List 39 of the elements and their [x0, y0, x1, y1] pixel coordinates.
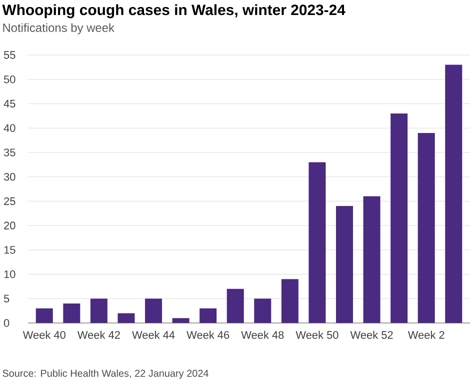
- bar: [172, 318, 190, 323]
- bar: [418, 132, 435, 323]
- x-tick-label: Week 52: [350, 330, 393, 339]
- bar: [308, 162, 326, 323]
- x-tick-label: Week 46: [186, 330, 230, 339]
- bar: [145, 298, 162, 323]
- x-tick-label: Week 48: [241, 330, 284, 339]
- bar: [90, 298, 108, 323]
- bar: [254, 298, 272, 323]
- bar: [445, 64, 462, 323]
- y-tick-label: 10: [4, 270, 16, 278]
- y-tick-label: 0: [4, 319, 10, 327]
- bar: [118, 313, 135, 323]
- y-tick-label: 55: [4, 51, 16, 59]
- y-tick-label: 50: [4, 75, 16, 84]
- bar: [200, 308, 217, 323]
- y-tick-label: 5: [4, 294, 10, 302]
- y-tick-label: 35: [4, 148, 16, 156]
- bar: [363, 196, 380, 323]
- bar: [36, 308, 53, 323]
- chart-title: Whooping cough cases in Wales, winter 2023-24: [2, 4, 346, 18]
- bar: [336, 206, 353, 323]
- x-tick-label: Week 50: [296, 330, 338, 339]
- y-tick-label: 45: [4, 100, 16, 108]
- source-note: Source: Public Health Wales, 22 January 2024: [2, 370, 208, 379]
- bar: [390, 113, 408, 323]
- chart-subtitle: Notifications by week: [3, 23, 114, 34]
- bar: [226, 288, 244, 323]
- x-tick-label: Week 40: [22, 330, 66, 339]
- y-tick-label: 25: [4, 197, 16, 206]
- x-tick-label: Week 44: [132, 330, 175, 339]
- x-tick-label: Week 42: [77, 330, 120, 339]
- y-tick-label: 40: [4, 124, 16, 132]
- x-tick-label: Week 2: [408, 330, 444, 339]
- y-tick-label: 20: [4, 222, 16, 230]
- y-tick-label: 15: [4, 246, 16, 254]
- bar: [63, 304, 80, 323]
- bar: [281, 279, 298, 323]
- y-tick-label: 30: [4, 172, 16, 181]
